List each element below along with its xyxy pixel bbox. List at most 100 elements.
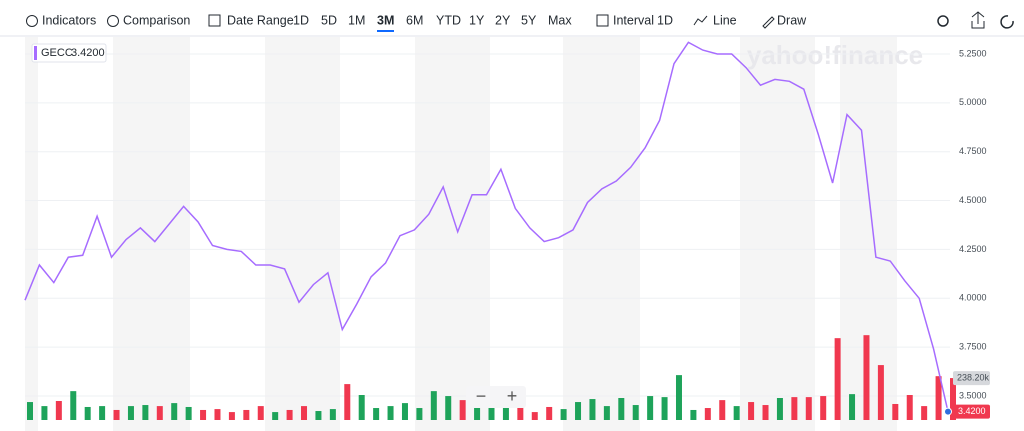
y-tick-label: 5.0000 [959,97,987,107]
y-tick-label: 4.7500 [959,146,987,156]
volume-bar [171,403,178,420]
legend-name: GECC [41,47,73,59]
volume-bar [387,406,394,420]
volume-bar [373,408,380,420]
volume-bar [142,405,149,420]
share-icon[interactable] [971,11,985,29]
volume-bar [791,397,798,420]
band [740,37,815,431]
week-bands [25,37,897,431]
volume-bar [647,396,654,420]
volume-bar [445,396,452,420]
volume-bar [474,396,481,420]
y-tick-label: 3.7500 [959,341,987,351]
y-tick-label: 4.0000 [959,293,987,303]
volume-bar [921,406,928,420]
volume-bar [632,405,639,420]
zoom-in[interactable]: + [507,386,518,406]
volume-bar [877,365,884,420]
volume-bar [214,409,221,420]
volume-bar [849,394,856,420]
band [415,37,490,431]
band [113,37,190,431]
volume-bar [113,409,120,420]
volume-bar [517,396,524,420]
volume-bar [560,409,567,420]
volume-bar [286,409,293,420]
icon [693,15,708,26]
range-button[interactable]: 1Y [469,13,485,27]
range-button[interactable]: 5D [321,13,337,27]
range-button[interactable]: YTD [436,13,461,27]
zoom-controls [466,386,526,408]
volume-bar [315,411,322,420]
range-button[interactable]: 3M [377,13,394,27]
watermark: yahoo!finance [747,40,923,70]
chart-style-button[interactable]: Line [713,13,737,27]
range-button[interactable]: 2Y [495,13,511,27]
volume-bar [531,412,538,420]
settings-icon[interactable] [937,15,949,27]
volume-bar [127,406,134,420]
legend-swatch [34,46,37,60]
zoom-out[interactable]: − [476,386,487,406]
volume-bar [762,405,769,420]
volume-bar [675,375,682,420]
volume-bar [704,408,711,420]
volume-bar [733,406,740,420]
volume-bar [272,412,279,420]
volume-bar [950,378,956,420]
toolbar: Indicators Comparison Date Range 1D 5D 1M 3… [26,11,1014,32]
volume-bar [863,335,870,420]
volume-bar [99,406,106,420]
comparison-button[interactable]: Comparison [123,13,190,27]
volume-bar [459,400,466,420]
icon [107,15,119,27]
volume-bar [84,406,91,420]
volume-bar [820,396,827,420]
legend-box [31,43,107,63]
volume-tag-label: 238.20k [957,372,990,382]
date-range-button[interactable]: Date Range [227,13,294,27]
range-button[interactable]: Max [548,13,572,27]
volume-bar [329,409,336,420]
volume-bar [358,395,365,420]
volume-bar [301,406,308,420]
volume-bar [228,412,235,420]
y-tick-label: 5.2500 [959,48,987,58]
range-button[interactable]: 1M [348,13,365,27]
volume-tag [953,371,990,386]
volume-bar [776,398,783,420]
volume-bar [401,403,408,420]
range-button[interactable]: 6M [406,13,423,27]
icon [208,14,221,27]
volume-bar [430,391,437,420]
icon [596,14,609,27]
volume-bar [690,409,697,420]
range-button[interactable]: 5Y [521,13,537,27]
range-button[interactable]: 1D [293,13,309,27]
volume-bar [488,406,495,420]
volume-bar [70,391,77,420]
y-tick-label: 3.5000 [959,390,987,400]
volume-bar [603,406,610,420]
volume-bar [892,403,899,420]
volume-bar [748,402,755,420]
price-tag [953,404,990,419]
indicators-button[interactable]: Indicators [42,13,96,27]
volume-bar [55,400,62,420]
price-tag-label: 3.4200 [958,406,986,416]
band [265,37,340,431]
interval-label[interactable]: Interval [613,13,654,27]
volume-bar [618,398,625,420]
reset-icon[interactable] [1000,15,1014,29]
volume-bar [344,384,351,420]
volume-bar [243,409,250,420]
volume-bar [416,408,423,420]
draw-button[interactable]: Draw [777,13,807,27]
interval-value[interactable]: 1D [657,13,673,27]
volume-bar [935,376,942,420]
price-line [24,41,949,412]
active-underline [377,30,394,32]
